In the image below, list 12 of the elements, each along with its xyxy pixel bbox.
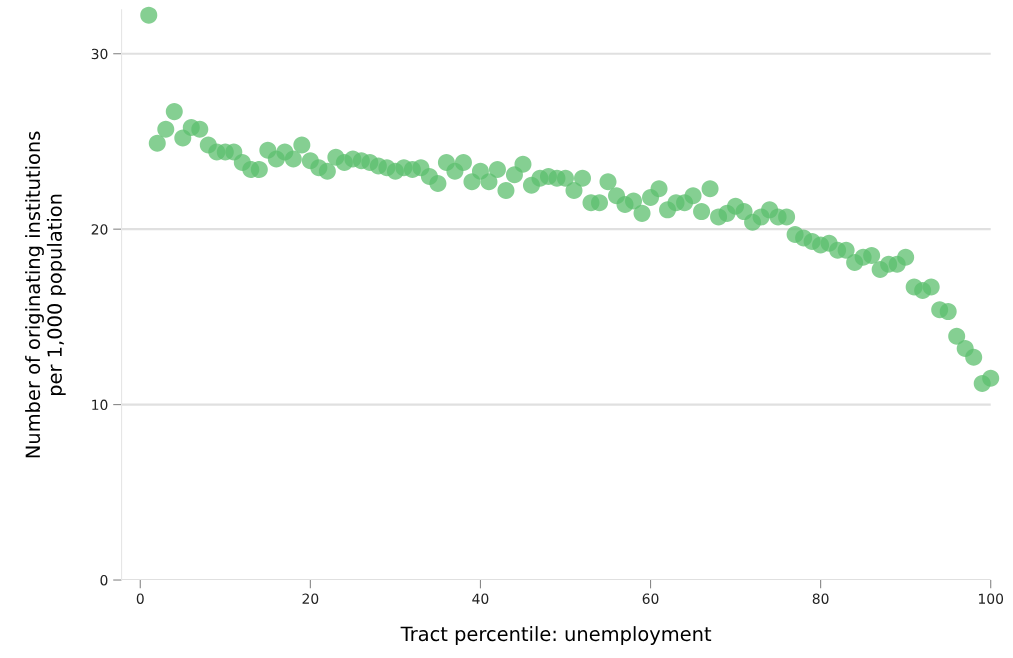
x-tick-label: 80 [812, 593, 829, 604]
x-tick-label: 60 [642, 593, 659, 604]
y-axis-title: Number of originating institutions per 1,000 population [25, 131, 66, 458]
y-tick-label: 20 [91, 224, 108, 235]
x-axis-title: Tract percentile: unemployment [400, 626, 712, 645]
x-tick-label: 40 [472, 593, 489, 604]
y-tick-label: 30 [91, 48, 108, 60]
x-tick-label: 20 [302, 593, 319, 604]
x-tick-label: 100 [978, 593, 1004, 604]
y-tick-label: 0 [100, 575, 108, 586]
y-tick-label: 10 [92, 399, 108, 411]
x-tick-label: 0 [136, 593, 144, 604]
